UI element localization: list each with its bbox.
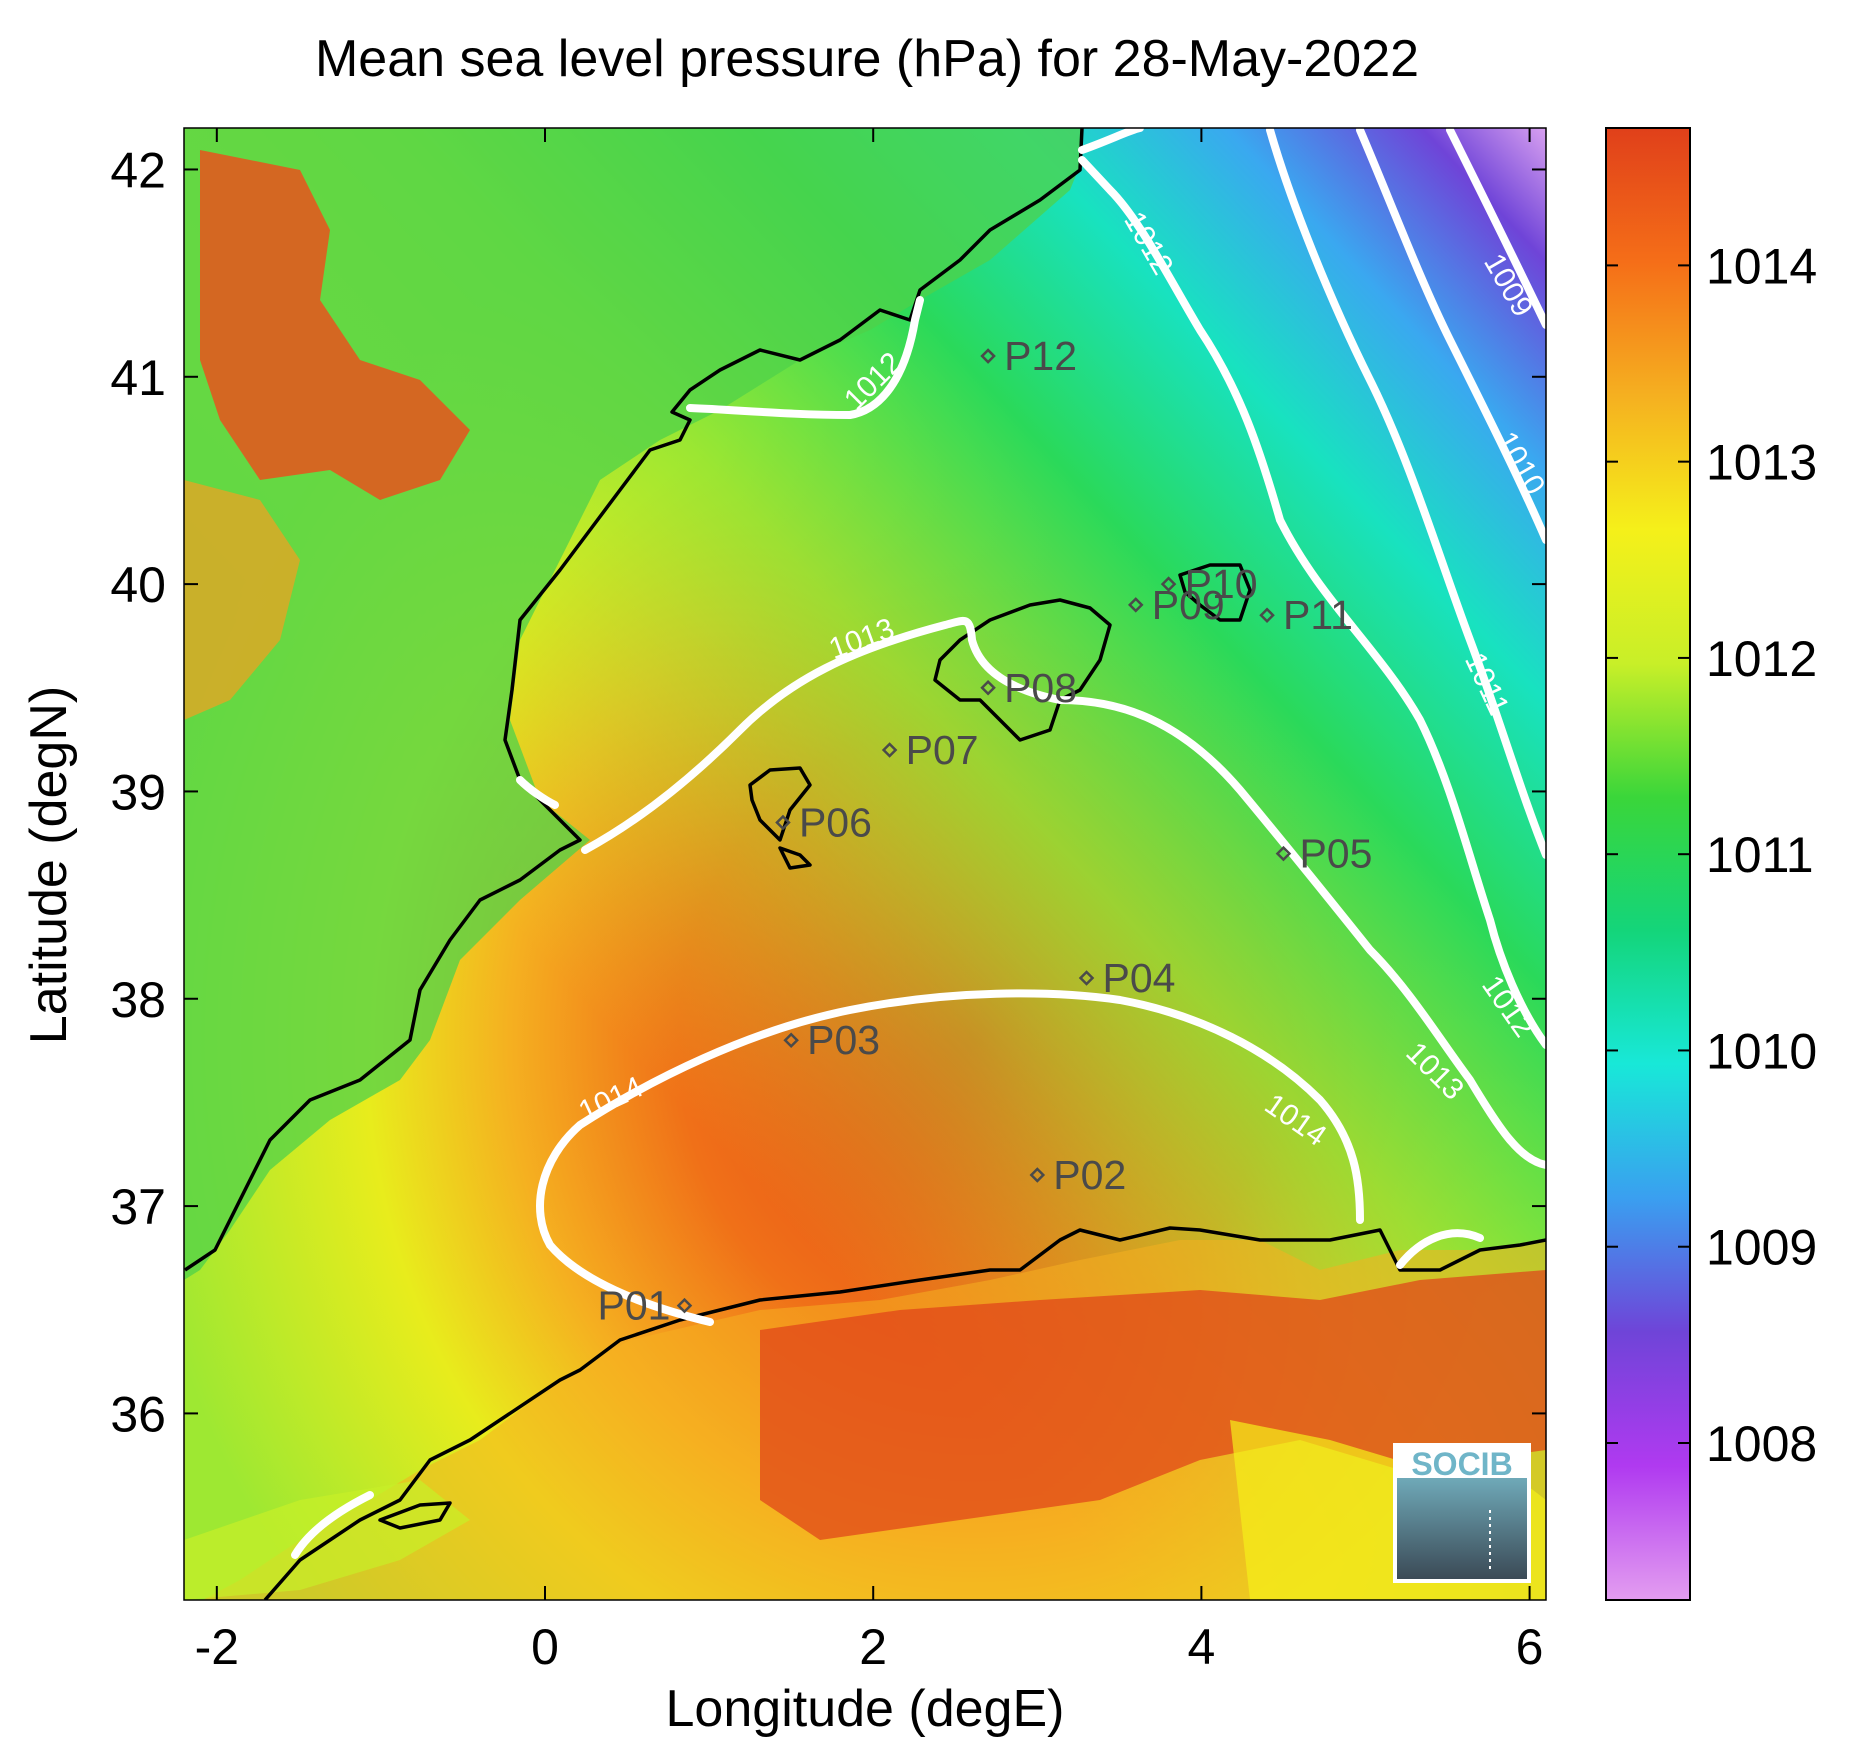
station-label: P08: [1004, 665, 1077, 711]
x-axis-ticks: -2 0 2 4 6: [195, 128, 1544, 1675]
y-tick-label: 39: [110, 764, 166, 820]
colorbar-tick-label: 1009: [1706, 1220, 1817, 1276]
colorbar: [1605, 127, 1691, 1601]
coastline-alboran: [378, 1501, 452, 1530]
coastlines: [184, 128, 1546, 1600]
colorbar-tick-label: 1010: [1706, 1023, 1817, 1079]
station-marker: [1160, 576, 1177, 592]
station-label: P09: [1152, 582, 1225, 628]
x-tick-label: 0: [531, 1619, 559, 1675]
relief-highland-2: [184, 480, 300, 720]
station-label: P10: [1185, 561, 1258, 607]
x-tick-label: 4: [1187, 1619, 1215, 1675]
station-label: P05: [1299, 831, 1372, 877]
socib-logo: SOCIB: [1393, 1443, 1531, 1583]
y-tick-label: 40: [110, 557, 166, 613]
y-tick-label: 36: [110, 1386, 166, 1442]
relief-africa-dark: [760, 1270, 1546, 1540]
isobar-1014-east: [1396, 1229, 1484, 1269]
y-tick-label: 37: [110, 1179, 166, 1235]
coastline-formentera: [778, 846, 812, 870]
station-label: P03: [807, 1017, 880, 1063]
isobar-1010: [1356, 128, 1546, 544]
colorbar-tick-label: 1013: [1706, 435, 1817, 491]
station-marker: [1127, 597, 1144, 613]
coastline-ibiza: [748, 766, 812, 842]
plot-frame: [183, 127, 1547, 1601]
station-marker: [980, 348, 996, 364]
y-tick-label: 41: [110, 350, 166, 406]
isobar-1012-coast: [686, 296, 924, 420]
colorbar-tick-label: 1011: [1706, 827, 1814, 883]
y-tick-label: 38: [110, 972, 166, 1028]
station-marker: [881, 742, 898, 758]
station-marker: [676, 1297, 693, 1314]
station-label: P11: [1283, 592, 1353, 638]
colorbar-tick-label: 1008: [1706, 1416, 1817, 1472]
isobar-1012-north: [1078, 156, 1546, 1049]
y-axis-label: Latitude (degN): [20, 686, 78, 1044]
map-title: Mean sea level pressure (hPa) for 28-May…: [315, 30, 1419, 88]
isobar-west-coast: [516, 776, 559, 809]
isobars: [291, 128, 1546, 1559]
isobar-1011: [1266, 128, 1546, 859]
x-tick-label: 6: [1516, 1619, 1544, 1675]
isobar-1013-south: [581, 616, 1546, 1169]
x-tick-label: -2: [195, 1619, 239, 1675]
isobar-alboran: [291, 1491, 374, 1559]
station-label: P02: [1053, 1152, 1126, 1198]
station-label: P04: [1103, 955, 1176, 1001]
coastline-mallorca: [933, 598, 1112, 742]
station-marker: [1275, 845, 1292, 862]
coastline-menorca: [1178, 563, 1252, 622]
socib-logo-text: SOCIB: [1411, 1446, 1512, 1482]
station-label: P07: [906, 727, 979, 773]
y-tick-label: 42: [110, 142, 166, 198]
colorbar-ticks: 1008 1009 1010 1011 1012 1013 1014: [1606, 238, 1817, 1472]
x-tick-label: 2: [859, 1619, 887, 1675]
y-axis-ticks: 36 37 38 39 40 41 42: [110, 142, 1546, 1442]
isobar-1014-center: [536, 989, 1364, 1326]
station-marker: [783, 1032, 799, 1048]
station-label: P12: [1004, 333, 1077, 379]
isobar-1009: [1446, 128, 1546, 329]
relief-highland: [200, 150, 470, 500]
station-marker: [1259, 607, 1275, 623]
station-label: P06: [799, 800, 872, 846]
station-marker: [1078, 970, 1095, 986]
station-marker: [980, 680, 996, 696]
station-marker: [1029, 1167, 1046, 1183]
coastline-africa: [263, 1226, 1546, 1600]
x-axis-label: Longitude (degE): [666, 1680, 1065, 1738]
coastline-iberia: [184, 128, 1084, 1272]
colorbar-tick-label: 1014: [1706, 238, 1817, 294]
station-marker: [775, 814, 791, 831]
colorbar-tick-label: 1012: [1706, 631, 1817, 687]
station-label: P01: [598, 1283, 671, 1329]
